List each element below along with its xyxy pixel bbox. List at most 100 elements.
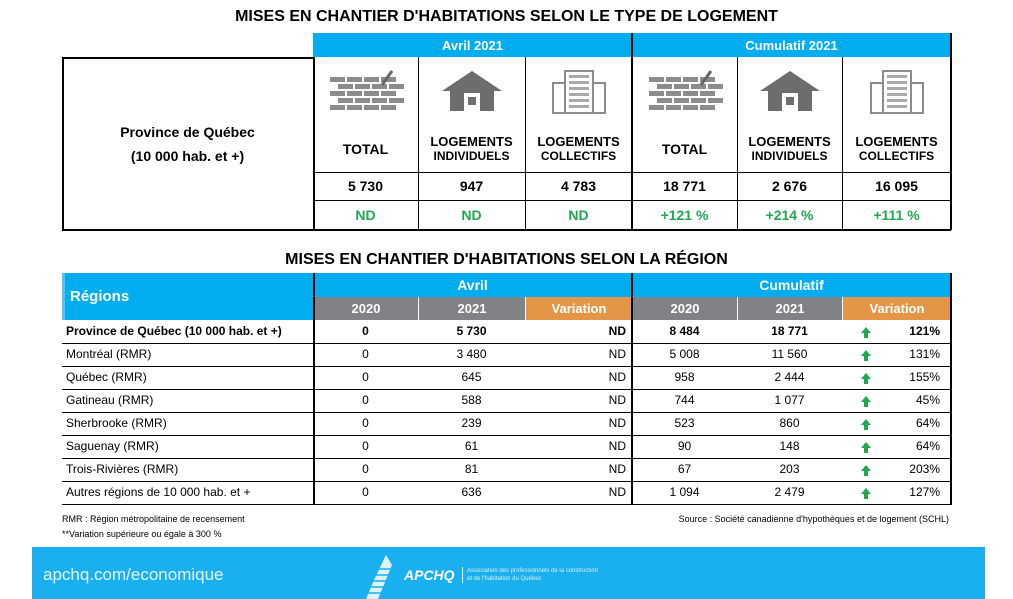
footer-band: apchq.com/economique APCHQ Association d… [32,547,985,599]
subheader-variation: Variation [842,297,951,320]
cell-2021-cumul: 11 560 [771,347,808,361]
cell-variation: ND [608,324,626,338]
value-collectifs-cumul: 16 095 [875,178,918,194]
region-line2: (10 000 hab. et +) [130,147,245,164]
table-row: Sherbrooke (RMR) 0 239 ND 523 860 64% [62,412,951,436]
arrow-up-icon [861,350,871,356]
footer-link[interactable]: apchq.com/economique [43,565,224,584]
col-label-individuels-cumul: LOGEMENTS INDIVIDUELS [737,125,842,172]
col-label-line1: LOGEMENTS [748,134,831,149]
arrow-stem [864,333,868,338]
header-avril: Avril [313,273,632,297]
region-label: Province de Québec (10 000 hab. et +) [62,57,313,230]
region-name: Montréal (RMR) [66,347,152,361]
cell-variation: ND [608,347,626,361]
cell-2020: 0 [362,439,369,453]
value-collectifs: 4 783 [560,178,597,194]
cell-variation-cumul: 64% [915,439,940,453]
house-icon [737,57,842,125]
region-line1: Province de Québec [120,123,255,140]
cell-2021: 588 [461,393,482,407]
table-row: Gatineau (RMR) 0 588 ND 744 1 077 45% [62,389,951,413]
arrow-stem [864,494,868,499]
arrow-up-icon [861,396,871,402]
note-source: Source : Société canadienne d'hypothèque… [678,514,949,524]
cell-variation-cumul: 127% [909,485,940,499]
cell-2020: 0 [362,416,369,430]
cell-2021-cumul: 1 077 [774,393,805,407]
subheader-variation: Variation [525,297,632,320]
arrow-stem [864,425,868,430]
table-row: Province de Québec (10 000 hab. et +) 0 5 … [62,320,951,344]
table-row: Saguenay (RMR) 0 61 ND 90 148 64% [62,435,951,459]
cell-2021: 61 [464,439,479,453]
cell-2021-cumul: 148 [779,439,800,453]
title-type: MISES EN CHANTIER D'HABITATIONS SELON LE… [235,8,778,25]
variation-collectifs-cumul: +111 % [873,206,920,223]
header-avril-2021: Avril 2021 [313,33,632,57]
cell-variation: ND [608,485,626,499]
arrow-stem [864,402,868,407]
value-total: 5 730 [347,178,384,194]
cell-2021: 5 730 [456,324,487,338]
brick-wall-icon [632,57,737,125]
variation-individuels-cumul: +214 % [765,206,814,223]
brick-wall-icon [313,57,418,125]
apchq-logo-icon [364,555,404,599]
cell-2021-cumul: 860 [779,416,800,430]
region-name: Trois-Rivières (RMR) [66,462,179,476]
cell-2020-cumul: 523 [674,416,695,430]
region-name: Gatineau (RMR) [66,393,154,407]
arrow-up-icon [861,488,871,494]
cell-variation-cumul: 121% [909,324,940,338]
header-cumulatif: Cumulatif [632,273,951,297]
cell-variation-cumul: 203% [909,462,940,476]
value-total-cumul: 18 771 [663,178,706,194]
note-rmr: RMR : Région métropolitaine de recenseme… [62,514,245,524]
cell-variation: ND [608,416,626,430]
cell-2021-cumul: 2 444 [774,370,805,384]
variation-total: ND [355,206,376,223]
subheader-2021: 2021 [737,297,842,320]
org-line1: Association des professionnels de la con… [467,568,599,574]
cell-2020-cumul: 744 [674,393,695,407]
region-name: Province de Québec (10 000 hab. et +) [66,324,282,338]
variation-individuels: ND [461,206,482,223]
cell-variation: ND [608,370,626,384]
cell-2020-cumul: 8 484 [669,324,700,338]
col-label-line2: INDIVIDUELS [433,149,510,163]
table-row: Montréal (RMR) 0 3 480 ND 5 008 11 560 131% [62,343,951,367]
region-name: Sherbrooke (RMR) [66,416,167,430]
col-label-line1: TOTAL [661,140,708,157]
col-label-line1: LOGEMENTS [430,134,513,149]
cell-2020: 0 [362,485,369,499]
building-icon [842,57,951,125]
region-name: Autres régions de 10 000 hab. et + [66,485,251,499]
house-icon [418,57,525,125]
table-row: Trois-Rivières (RMR) 0 81 ND 67 203 203% [62,458,951,482]
col-label-line2: COLLECTIFS [858,149,935,163]
cell-2021: 3 480 [456,347,487,361]
arrow-up-icon [861,419,871,425]
value-individuels-cumul: 2 676 [771,178,808,194]
cell-2020: 0 [362,462,369,476]
cell-variation-cumul: 131% [909,347,940,361]
arrow-stem [864,471,868,476]
cell-2021: 645 [461,370,482,384]
table-row: Autres régions de 10 000 hab. et + 0 636 ND… [62,481,951,505]
col-label-collectifs: LOGEMENTS COLLECTIFS [525,125,632,172]
col-label-line2: INDIVIDUELS [751,149,828,163]
table-row: Québec (RMR) 0 645 ND 958 2 444 155% [62,366,951,390]
cell-variation: ND [608,462,626,476]
title-region: MISES EN CHANTIER D'HABITATIONS SELON LA… [285,251,728,268]
col-label-line2: COLLECTIFS [540,149,617,163]
cell-2020: 0 [362,347,369,361]
cell-2020-cumul: 1 094 [669,485,700,499]
arrow-stem [864,448,868,453]
cell-2020: 0 [362,324,369,338]
cell-2020-cumul: 958 [674,370,695,384]
apchq-logo-text: APCHQ [404,567,455,583]
cell-2021-cumul: 18 771 [771,324,808,338]
cell-2020: 0 [362,370,369,384]
arrow-stem [864,379,868,384]
